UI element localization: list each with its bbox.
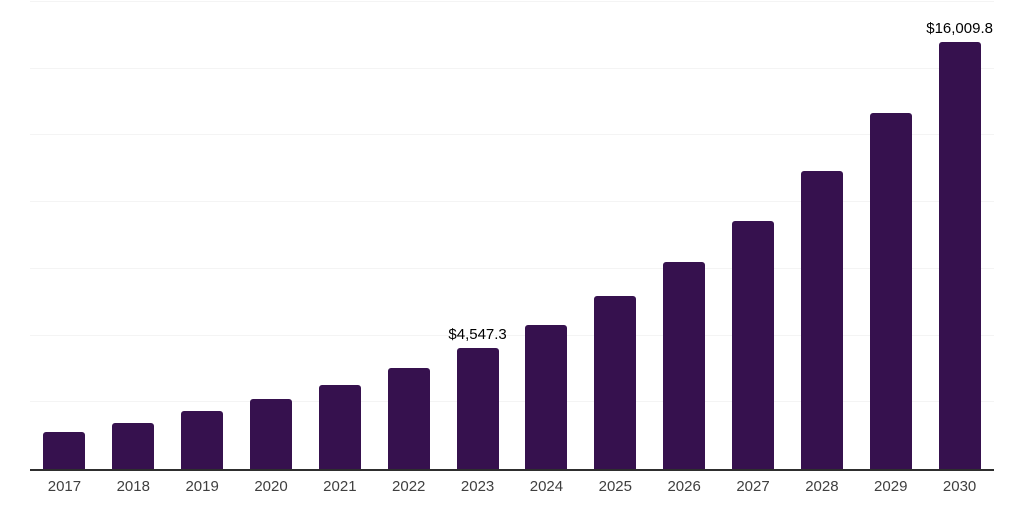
gridline — [30, 134, 994, 136]
x-axis-label: 2026 — [667, 478, 701, 495]
bar-slot — [650, 2, 719, 469]
x-axis-label: 2024 — [529, 478, 564, 495]
x-axis-label: 2018 — [116, 478, 150, 495]
bar — [112, 422, 155, 469]
bar-slot — [787, 2, 856, 469]
x-axis-label: 2027 — [736, 478, 770, 495]
x-axis-label: 2020 — [254, 478, 288, 495]
bar-slot — [30, 2, 99, 469]
gridline — [30, 401, 994, 403]
x-axis-label: 2030 — [942, 478, 977, 495]
bar — [594, 295, 637, 469]
bar-slot — [719, 2, 788, 469]
bar — [43, 431, 86, 469]
bars-row: $4,547.3 $16,009.8 — [30, 2, 994, 469]
bar-slot — [856, 2, 925, 469]
bar-slot — [237, 2, 306, 469]
gridline — [30, 267, 994, 269]
bar-slot — [168, 2, 237, 469]
bar-slot — [99, 2, 168, 469]
x-axis-label: 2023 — [460, 478, 495, 495]
x-axis-label: 2021 — [323, 478, 357, 495]
bar — [250, 399, 292, 469]
bar-slot: $4,547.3 — [443, 2, 512, 469]
bar-slot — [374, 2, 443, 469]
x-axis-label: 2019 — [185, 478, 219, 495]
x-axis-label: 2017 — [47, 478, 82, 495]
bar — [732, 221, 775, 469]
bar-slot — [512, 2, 581, 469]
bar-slot: $16,009.8 — [925, 2, 994, 469]
x-axis-label: 2022 — [392, 478, 426, 495]
bar — [938, 41, 981, 469]
bar-value-label: $4,547.3 — [448, 325, 507, 343]
plot-area: $4,547.3 $16,009.8 — [30, 1, 994, 471]
bar — [387, 368, 430, 469]
gridline — [30, 201, 994, 203]
bar-value-label: $16,009.8 — [926, 19, 993, 37]
bar — [869, 113, 912, 469]
gridline — [30, 67, 994, 69]
bar — [663, 261, 706, 469]
x-axis-label: 2025 — [598, 478, 632, 495]
gridline — [30, 334, 994, 336]
bar-slot — [581, 2, 650, 469]
bar — [318, 384, 361, 469]
bar — [181, 411, 224, 469]
x-axis-label: 2028 — [805, 478, 839, 495]
gridline — [30, 1, 994, 2]
x-axis-labels: 2017 2018 2019 2020 2021 2022 2023 2024 2025 2026… — [30, 478, 994, 495]
bar — [456, 347, 499, 469]
bar — [800, 171, 843, 469]
bar — [525, 324, 568, 469]
x-axis-label: 2029 — [874, 478, 908, 495]
bar-slot — [305, 2, 374, 469]
